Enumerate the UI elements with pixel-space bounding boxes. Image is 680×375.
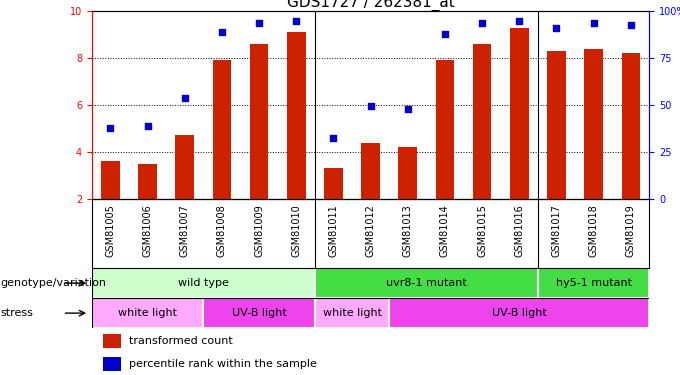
Text: hy5-1 mutant: hy5-1 mutant	[556, 278, 632, 288]
Bar	[436, 60, 454, 199]
Text: UV-B light: UV-B light	[492, 308, 547, 318]
Text: transformed count: transformed count	[129, 336, 233, 346]
Text: GSM81007: GSM81007	[180, 204, 190, 257]
Bar	[175, 135, 194, 199]
Text: white light: white light	[118, 308, 177, 318]
Bar	[103, 357, 121, 371]
Text: GSM81008: GSM81008	[217, 204, 227, 257]
Text: genotype/variation: genotype/variation	[1, 278, 107, 288]
Bar	[138, 164, 157, 199]
Bar	[398, 147, 417, 199]
Bar	[250, 44, 269, 199]
Bar	[473, 44, 492, 199]
Bar	[389, 298, 649, 328]
Bar	[101, 161, 120, 199]
Text: GSM81017: GSM81017	[551, 204, 562, 257]
Text: GSM81014: GSM81014	[440, 204, 450, 257]
Text: GSM81019: GSM81019	[626, 204, 636, 257]
Point	[180, 95, 190, 101]
Bar	[92, 268, 315, 298]
Bar	[103, 334, 121, 348]
Point	[328, 135, 339, 141]
Text: GSM81015: GSM81015	[477, 204, 487, 257]
Text: GSM81011: GSM81011	[328, 204, 339, 257]
Text: stress: stress	[1, 308, 33, 318]
Point	[514, 18, 525, 24]
Point	[142, 123, 153, 129]
Text: GSM81013: GSM81013	[403, 204, 413, 257]
Text: GSM81010: GSM81010	[291, 204, 301, 257]
Bar	[324, 168, 343, 199]
Point	[588, 20, 599, 26]
Point	[291, 18, 302, 24]
Bar	[510, 28, 528, 199]
Bar	[315, 298, 389, 328]
Text: wild type: wild type	[178, 278, 228, 288]
Bar	[361, 142, 380, 199]
Bar	[622, 54, 640, 199]
Point	[216, 29, 227, 35]
Point	[551, 25, 562, 31]
Bar	[203, 298, 315, 328]
Text: white light: white light	[322, 308, 381, 318]
Bar	[287, 32, 305, 199]
Text: UV-B light: UV-B light	[232, 308, 286, 318]
Text: GSM81012: GSM81012	[366, 204, 375, 257]
Text: GSM81005: GSM81005	[105, 204, 116, 257]
Point	[477, 20, 488, 26]
Point	[365, 103, 376, 109]
Text: GSM81006: GSM81006	[143, 204, 152, 257]
Bar	[213, 60, 231, 199]
Text: percentile rank within the sample: percentile rank within the sample	[129, 359, 317, 369]
Text: uvr8-1 mutant: uvr8-1 mutant	[386, 278, 466, 288]
Bar	[92, 298, 203, 328]
Bar	[315, 268, 538, 298]
Title: GDS1727 / 262381_at: GDS1727 / 262381_at	[287, 0, 454, 11]
Text: GSM81009: GSM81009	[254, 204, 264, 257]
Point	[626, 22, 636, 28]
Point	[105, 125, 116, 132]
Bar	[538, 268, 649, 298]
Point	[403, 105, 413, 111]
Text: GSM81016: GSM81016	[514, 204, 524, 257]
Bar	[547, 51, 566, 199]
Text: GSM81018: GSM81018	[589, 204, 598, 257]
Bar	[584, 49, 603, 199]
Point	[439, 30, 450, 36]
Point	[254, 20, 265, 26]
